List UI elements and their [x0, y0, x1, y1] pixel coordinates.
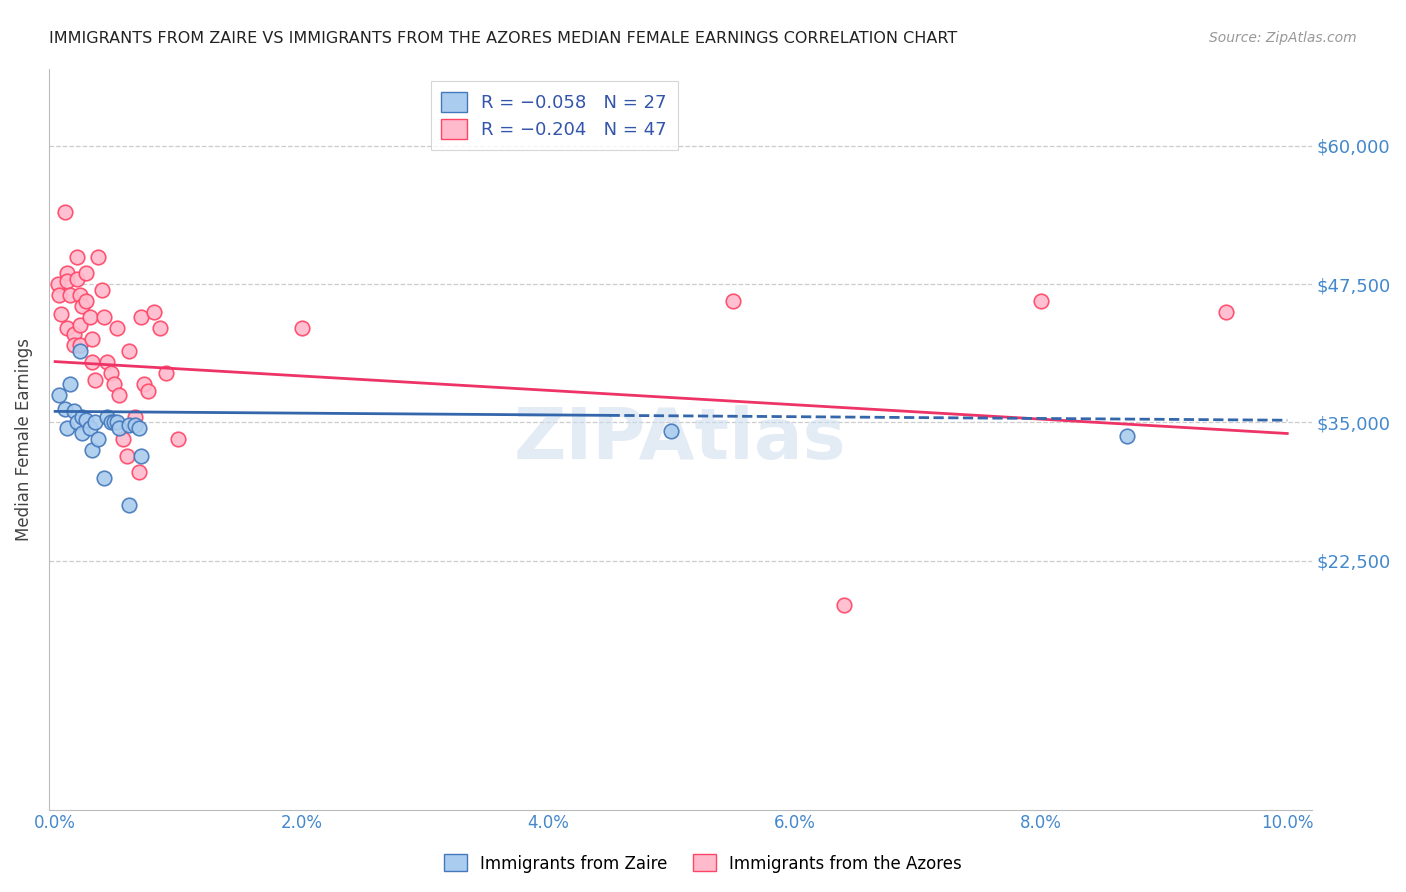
- Point: [53, 205, 76, 219]
- Point: [155, 366, 177, 380]
- Point: [69, 343, 91, 358]
- Point: [149, 321, 172, 335]
- Point: [132, 376, 155, 391]
- Point: [62, 338, 84, 352]
- Point: [69, 318, 91, 332]
- Point: [103, 376, 125, 391]
- Point: [108, 388, 131, 402]
- Point: [79, 421, 101, 435]
- Point: [56, 321, 79, 335]
- Point: [70, 299, 93, 313]
- Point: [136, 384, 159, 399]
- Point: [75, 293, 97, 308]
- Point: [56, 274, 79, 288]
- Y-axis label: Median Female Earnings: Median Female Earnings: [15, 337, 32, 541]
- Point: [659, 425, 682, 439]
- Point: [69, 338, 91, 352]
- Point: [290, 321, 312, 335]
- Point: [82, 443, 104, 458]
- Point: [82, 333, 104, 347]
- Point: [93, 471, 115, 485]
- Point: [105, 321, 128, 335]
- Point: [118, 417, 141, 432]
- Point: [48, 288, 70, 302]
- Point: [51, 307, 73, 321]
- Point: [79, 310, 101, 325]
- Point: [48, 388, 70, 402]
- Point: [70, 409, 93, 424]
- Point: [46, 277, 69, 292]
- Point: [53, 402, 76, 417]
- Point: [66, 250, 89, 264]
- Point: [100, 416, 122, 430]
- Point: [96, 409, 118, 424]
- Point: [100, 366, 122, 380]
- Point: [118, 499, 141, 513]
- Point: [108, 421, 131, 435]
- Point: [118, 343, 141, 358]
- Point: [70, 426, 93, 441]
- Point: [1029, 293, 1052, 308]
- Point: [66, 416, 89, 430]
- Point: [167, 432, 190, 446]
- Point: [62, 326, 84, 341]
- Point: [1215, 305, 1237, 319]
- Point: [93, 310, 115, 325]
- Point: [128, 421, 150, 435]
- Point: [59, 376, 82, 391]
- Point: [131, 310, 153, 325]
- Point: [832, 598, 855, 612]
- Text: ZIPAtlas: ZIPAtlas: [515, 405, 846, 474]
- Point: [103, 416, 125, 430]
- Point: [62, 404, 84, 418]
- Legend: Immigrants from Zaire, Immigrants from the Azores: Immigrants from Zaire, Immigrants from t…: [437, 847, 969, 880]
- Point: [83, 416, 105, 430]
- Point: [111, 432, 134, 446]
- Point: [105, 416, 128, 430]
- Point: [91, 283, 114, 297]
- Point: [83, 373, 105, 387]
- Point: [124, 409, 146, 424]
- Text: Source: ZipAtlas.com: Source: ZipAtlas.com: [1209, 31, 1357, 45]
- Point: [75, 266, 97, 280]
- Point: [56, 421, 79, 435]
- Point: [82, 354, 104, 368]
- Point: [69, 288, 91, 302]
- Point: [87, 432, 110, 446]
- Point: [96, 354, 118, 368]
- Point: [128, 465, 150, 479]
- Point: [124, 417, 146, 432]
- Point: [721, 293, 744, 308]
- Text: IMMIGRANTS FROM ZAIRE VS IMMIGRANTS FROM THE AZORES MEDIAN FEMALE EARNINGS CORRE: IMMIGRANTS FROM ZAIRE VS IMMIGRANTS FROM…: [49, 31, 957, 46]
- Point: [87, 250, 110, 264]
- Point: [56, 266, 79, 280]
- Point: [59, 288, 82, 302]
- Legend: R = −0.058   N = 27, R = −0.204   N = 47: R = −0.058 N = 27, R = −0.204 N = 47: [430, 81, 678, 150]
- Point: [131, 449, 153, 463]
- Point: [115, 449, 138, 463]
- Point: [75, 413, 97, 427]
- Point: [142, 305, 165, 319]
- Point: [1116, 428, 1139, 442]
- Point: [66, 271, 89, 285]
